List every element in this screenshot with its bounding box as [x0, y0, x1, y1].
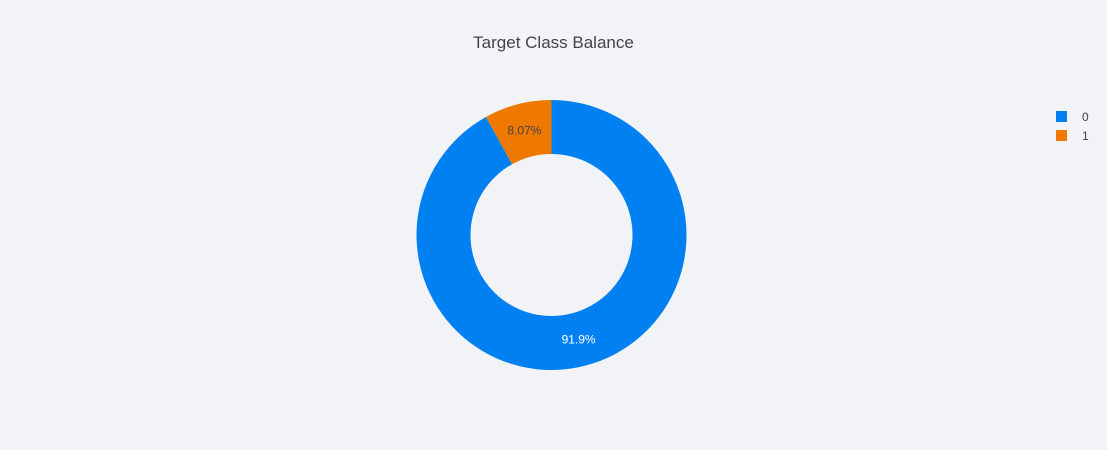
legend: 0 1 — [1056, 107, 1089, 145]
legend-item-0[interactable]: 0 — [1056, 107, 1089, 126]
donut-slice-0[interactable] — [416, 100, 687, 370]
chart-title: Target Class Balance — [473, 33, 634, 52]
legend-swatch-1 — [1056, 130, 1067, 141]
legend-label-1: 1 — [1082, 128, 1089, 143]
slice-label-1: 8.07% — [507, 123, 541, 137]
donut-slice-1[interactable] — [485, 100, 552, 165]
legend-swatch-0 — [1056, 111, 1067, 122]
slice-label-0: 91.9% — [562, 333, 596, 347]
legend-label-0: 0 — [1082, 109, 1089, 124]
legend-item-1[interactable]: 1 — [1056, 126, 1089, 145]
